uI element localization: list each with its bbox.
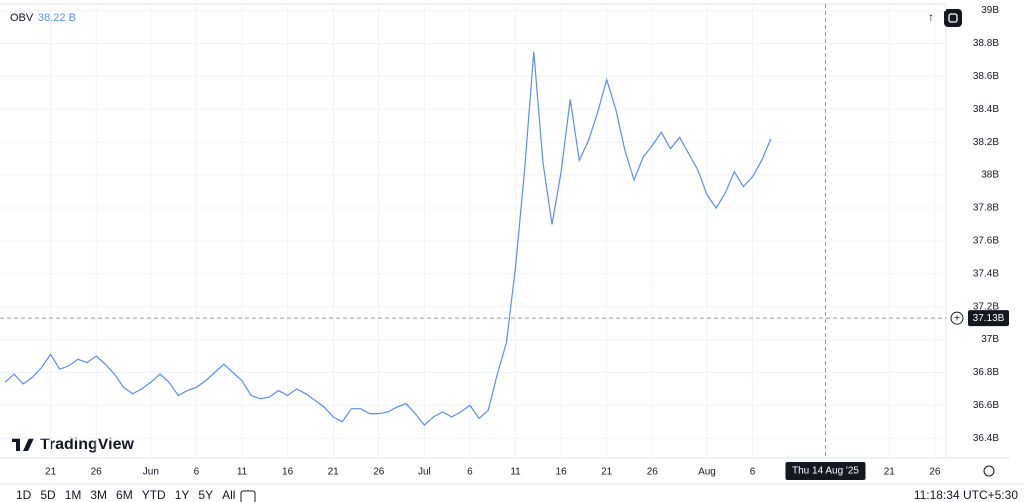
y-tick-label: 37.6B: [973, 236, 999, 247]
calendar-button[interactable]: [240, 490, 256, 502]
x-tick-label: 16: [556, 467, 568, 478]
settings-button[interactable]: [983, 465, 995, 477]
y-tick-label: 38B: [981, 170, 999, 181]
clock: 11:18:34 UTC+5:30: [914, 488, 1019, 502]
range-button[interactable]: All: [222, 488, 235, 502]
range-button[interactable]: 3M: [90, 488, 107, 502]
y-tick-label: 38.8B: [973, 38, 999, 49]
x-tick-label: 6: [467, 467, 473, 478]
y-tick-label: 36.8B: [973, 367, 999, 378]
range-button[interactable]: 1D: [16, 488, 32, 502]
x-tick-label: 21: [884, 467, 896, 478]
range-button[interactable]: 6M: [116, 488, 133, 502]
y-tick-label: 36.4B: [973, 433, 999, 444]
x-tick-label: Jun: [143, 467, 159, 478]
range-button[interactable]: YTD: [142, 488, 166, 502]
x-tick-label: 26: [91, 467, 103, 478]
scroll-up-button[interactable]: ↑: [928, 10, 934, 24]
y-tick-label: 39B: [981, 5, 999, 16]
y-tick-label: 37.8B: [973, 203, 999, 214]
x-tick-label: 21: [601, 467, 613, 478]
range-button[interactable]: 5D: [40, 488, 56, 502]
y-tick-label: 37.2B: [973, 301, 999, 312]
indicator-value: 38.22 B: [38, 12, 76, 24]
axis-labels: 36.4B 36.6B 36.8B 37B 37.2B 37.4B 37.6B 37.8B 38…: [45, 5, 999, 477]
y-tick-label: 37.4B: [973, 268, 999, 279]
x-tick-label: 21: [328, 467, 340, 478]
x-tick-label: 6: [194, 467, 200, 478]
crosshair-x-label: Thu 14 Aug '25: [792, 466, 859, 477]
range-button[interactable]: 1Y: [175, 488, 190, 502]
y-tick-label: 38.4B: [973, 104, 999, 115]
add-alert-button[interactable]: [950, 311, 964, 325]
x-tick-label: 6: [750, 467, 756, 478]
crosshair-x-label-bg: [785, 462, 866, 480]
x-tick-label: 11: [510, 467, 521, 478]
x-tick-label: 26: [929, 467, 941, 478]
y-tick-label: 38.2B: [973, 137, 999, 148]
x-tick-label: 16: [282, 467, 294, 478]
logo-mark: [16, 438, 20, 451]
grid: [0, 4, 946, 458]
x-tick-label: 21: [45, 467, 57, 478]
y-tick-label: 38.6B: [973, 71, 999, 82]
range-button[interactable]: 5Y: [198, 488, 213, 502]
fullscreen-button[interactable]: [944, 9, 962, 27]
x-tick-label: Aug: [698, 467, 716, 478]
range-buttons: 1D 5D 1M 3M 6M YTD 1Y 5Y All: [16, 488, 235, 502]
x-tick-label: 26: [373, 467, 385, 478]
fullscreen-icon: [948, 13, 958, 23]
calendar-icon: [240, 490, 256, 502]
range-button[interactable]: 1M: [65, 488, 82, 502]
y-tick-label: 37B: [981, 334, 999, 345]
x-tick-label: 11: [237, 467, 248, 478]
indicator-name: OBV: [10, 12, 34, 24]
logo-mark: [23, 438, 34, 451]
plus-icon: +: [954, 313, 960, 324]
crosshair-y-label: 37.13B: [973, 313, 1005, 324]
x-tick-label: 26: [647, 467, 659, 478]
x-tick-label: Jul: [418, 467, 431, 478]
crosshair-y-label-bg: [968, 310, 1009, 327]
obv-line: [4, 51, 772, 426]
y-tick-label: 36.6B: [973, 400, 999, 411]
logo: TradingView: [12, 436, 135, 453]
brand: TradingView: [40, 436, 135, 453]
